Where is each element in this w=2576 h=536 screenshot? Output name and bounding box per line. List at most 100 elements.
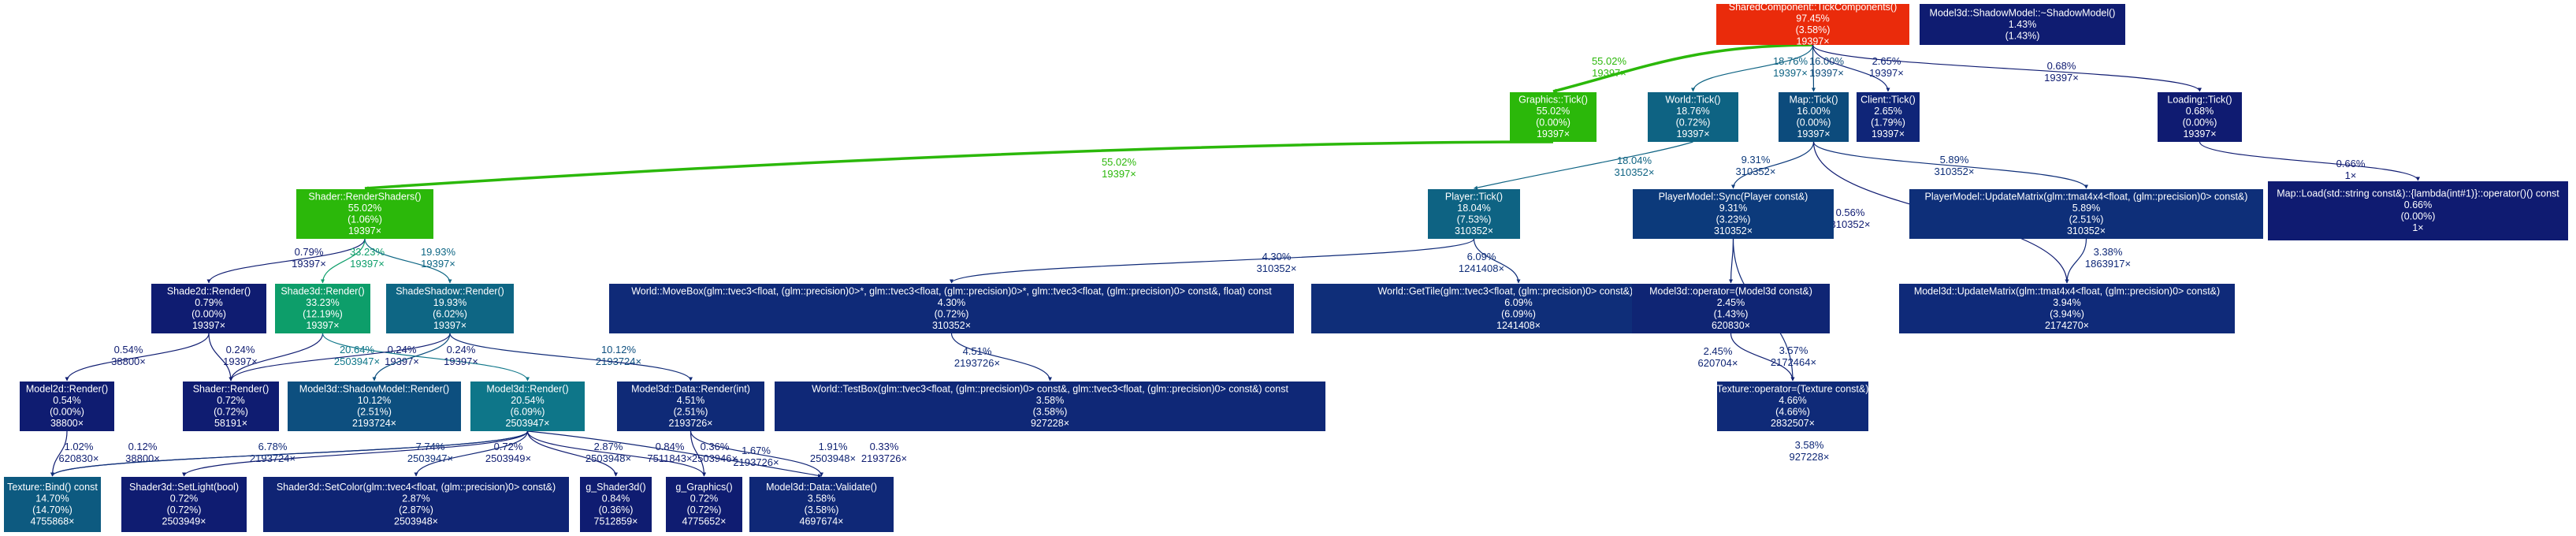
node-box	[151, 284, 266, 333]
edge-shade3d-to-shaderrender	[229, 333, 324, 382]
node-box	[470, 382, 585, 431]
nodes-layer: SharedComponent::TickComponents() 97.45%(…	[4, 2, 2568, 532]
node-shadeshadow[interactable]: ShadeShadow::Render() 19.93% (6.02%) 19397×	[386, 284, 514, 333]
node-world[interactable]: World::Tick() 18.76% (0.72%) 19397×	[1648, 92, 1738, 142]
node-label: Texture::operator=(Texture const&) 4.66%(…	[1717, 384, 1869, 430]
node-box	[1510, 92, 1597, 142]
node-box	[1632, 284, 1830, 333]
node-shade2d[interactable]: Shade2d::Render() 0.79% (0.00%) 19397×	[151, 284, 266, 333]
node-box	[275, 284, 370, 333]
edge-label: 0.24% 19397×	[385, 344, 419, 367]
node-box	[1779, 92, 1849, 142]
edge-label: 33.23% 19397×	[350, 246, 385, 270]
node-model3d[interactable]: Model3d::Render() 20.54% (6.09%) 2503947×	[470, 382, 585, 431]
node-label: Loading::Tick() 0.68% (0.00%) 19397×	[2167, 95, 2232, 140]
node-box	[617, 382, 764, 431]
node-updmatplayer[interactable]: PlayerModel::UpdateMatrix(glm::tmat4x4<f…	[1909, 189, 2263, 239]
node-label: Model3d::ShadowModel::~ShadowModel() 1.43…	[1930, 7, 2116, 41]
node-validate[interactable]: Model3d::Data::Validate() 3.58% (3.58%) 469…	[749, 477, 894, 532]
node-shade3d[interactable]: Shade3d::Render() 33.23% (12.19%) 19397×	[275, 284, 370, 333]
node-label: g_Shader3d() 0.84% (0.36%) 7512859×	[585, 482, 645, 527]
node-movebox[interactable]: World::MoveBox(glm::tvec3<float, (glm::p…	[609, 284, 1294, 333]
edge-label: 18.76% 19397×	[1773, 55, 1808, 79]
node-box	[666, 477, 742, 532]
edge-graphics-to-render	[364, 140, 1554, 191]
edge-render-to-shade2d	[206, 238, 366, 284]
node-render[interactable]: Shader::RenderShaders() 55.02% (1.06%) 1939…	[296, 189, 433, 239]
node-shadowdtor[interactable]: Model3d::ShadowModel::~ShadowModel() 1.43…	[1920, 4, 2125, 45]
edge-label: 19.93% 19397×	[421, 246, 456, 270]
node-graphics[interactable]: Graphics::Tick() 55.02% (0.00%) 19397×	[1510, 92, 1597, 142]
node-label: Model3d::ShadowModel::Render() 10.12% (2.5…	[299, 384, 449, 430]
node-datarender[interactable]: Model3d::Data::Render(int) 4.51% (2.51%) 21…	[617, 382, 764, 431]
node-label: Graphics::Tick() 55.02% (0.00%) 19397×	[1518, 95, 1588, 140]
edge-model3d-to-setlight	[182, 430, 529, 477]
node-testbox[interactable]: World::TestBox(glm::tvec3<float, (glm::p…	[775, 382, 1325, 431]
edge-label: 0.33% 2193726×	[861, 441, 907, 464]
edges-layer: 55.02% 19397× 18.76% 19397×16.00% 19397× 2.65…	[50, 43, 2420, 478]
node-gshader3d[interactable]: g_Shader3d() 0.84% (0.36%) 7512859×	[580, 477, 652, 532]
node-box	[1899, 284, 2235, 333]
edge-shadeshadow-to-shadowmodel	[372, 333, 451, 382]
edge-model2d-to-texbind	[50, 430, 68, 477]
node-label: World::GetTile(glm::tvec3<float, (glm::p…	[1377, 286, 1660, 332]
node-ggraphics[interactable]: g_Graphics() 0.72% (0.72%) 4775652×	[666, 477, 742, 532]
node-label: Shade3d::Render() 33.23% (12.19%) 19397×	[281, 286, 364, 332]
node-shadowmodel[interactable]: Model3d::ShadowModel::Render() 10.12% (2.5…	[288, 382, 461, 431]
node-box	[386, 284, 514, 333]
node-label: World::Tick() 18.76% (0.72%) 19397×	[1665, 95, 1720, 140]
node-label: PlayerModel::UpdateMatrix(glm::tmat4x4<f…	[1925, 192, 2248, 237]
node-label: Map::Load(std::string const&)::{lambda(i…	[2277, 188, 2559, 234]
edge-label: 1.02% 620830×	[59, 441, 99, 464]
node-setlight[interactable]: Shader3d::SetLight(bool) 0.72% (0.72%) 2503…	[121, 477, 247, 532]
node-model2d[interactable]: Model2d::Render() 0.54% (0.00%) 38800×	[20, 382, 114, 431]
edge-model3d-to-texbind	[50, 430, 529, 477]
node-label: World::MoveBox(glm::tvec3<float, (glm::p…	[631, 286, 1272, 332]
edge-label: 2.87% 2503948×	[585, 441, 631, 464]
node-label: SharedComponent::TickComponents() 97.45%(…	[1729, 2, 1898, 47]
node-box	[1909, 189, 2263, 239]
edge-model3d-to-gshader3d	[526, 430, 618, 477]
edge-label: 6.09% 1241408×	[1459, 251, 1504, 274]
node-map[interactable]: Map::Tick() 16.00% (0.00%) 19397×	[1779, 92, 1849, 142]
node-box	[775, 382, 1325, 431]
node-texbind[interactable]: Texture::Bind() const 14.70% (14.70%) 47558…	[4, 477, 101, 532]
node-setcolor[interactable]: Shader3d::SetColor(glm::tvec4<float, (gl…	[263, 477, 569, 532]
edge-map-to-updmatplayer	[1812, 141, 2088, 189]
edge-label: 4.51% 2193726×	[954, 345, 1000, 369]
node-box	[2268, 181, 2568, 240]
edge-modelop-to-texop	[1730, 333, 1795, 382]
edge-shade2d-to-model2d	[65, 333, 210, 382]
edge-label: 0.68% 19397×	[2044, 60, 2079, 84]
edge-label: 0.54% 38800×	[111, 344, 146, 367]
edge-label: 3.57% 2172464×	[1771, 344, 1816, 368]
edge-label: 3.58% 927228×	[1790, 439, 1830, 463]
node-shaderrender[interactable]: Shader::Render() 0.72% (0.72%) 58191×	[183, 382, 279, 431]
node-updmat[interactable]: Model3d::UpdateMatrix(glm::tmat4x4<float…	[1899, 284, 2235, 333]
node-box	[749, 477, 894, 532]
edge-label: 0.72% 2503949×	[485, 441, 531, 464]
edge-label: 0.66% 1×	[2336, 158, 2366, 181]
node-syncplayer[interactable]: PlayerModel::Sync(Player const&) 9.31% (3.…	[1633, 189, 1834, 239]
edge-label: 7.74% 2503947×	[407, 441, 453, 464]
node-loading[interactable]: Loading::Tick() 0.68% (0.00%) 19397×	[2158, 92, 2242, 142]
node-box	[1920, 4, 2125, 45]
node-label: Player::Tick() 18.04% (7.53%) 310352×	[1445, 192, 1503, 237]
edge-model3d-to-setcolor	[414, 430, 529, 477]
node-label: g_Graphics() 0.72% (0.72%) 4775652×	[675, 482, 732, 527]
node-label: World::TestBox(glm::tvec3<float, (glm::p…	[812, 384, 1288, 430]
node-mapload[interactable]: Map::Load(std::string const&)::{lambda(i…	[2268, 181, 2568, 240]
edge-label: 20.64% 2503947×	[334, 344, 380, 367]
edge-player-to-gettile	[1473, 238, 1521, 284]
edge-model3d-to-validate	[527, 430, 822, 478]
edge-label: 4.30% 310352×	[1257, 251, 1297, 274]
node-tick[interactable]: SharedComponent::TickComponents() 97.45%(…	[1716, 2, 1909, 47]
node-box	[121, 477, 247, 532]
node-client[interactable]: Client::Tick() 2.65% (1.79%) 19397×	[1857, 92, 1920, 142]
node-box	[1716, 4, 1909, 45]
node-player[interactable]: Player::Tick() 18.04% (7.53%) 310352×	[1428, 189, 1520, 239]
edge-shadeshadow-to-datarender	[449, 333, 693, 382]
edge-datarender-to-ggraphics	[690, 430, 706, 477]
node-texop[interactable]: Texture::operator=(Texture const&) 4.66%(…	[1717, 382, 1869, 431]
node-modelop[interactable]: Model3d::operator=(Model3d const&) 2.45%(…	[1632, 284, 1830, 333]
